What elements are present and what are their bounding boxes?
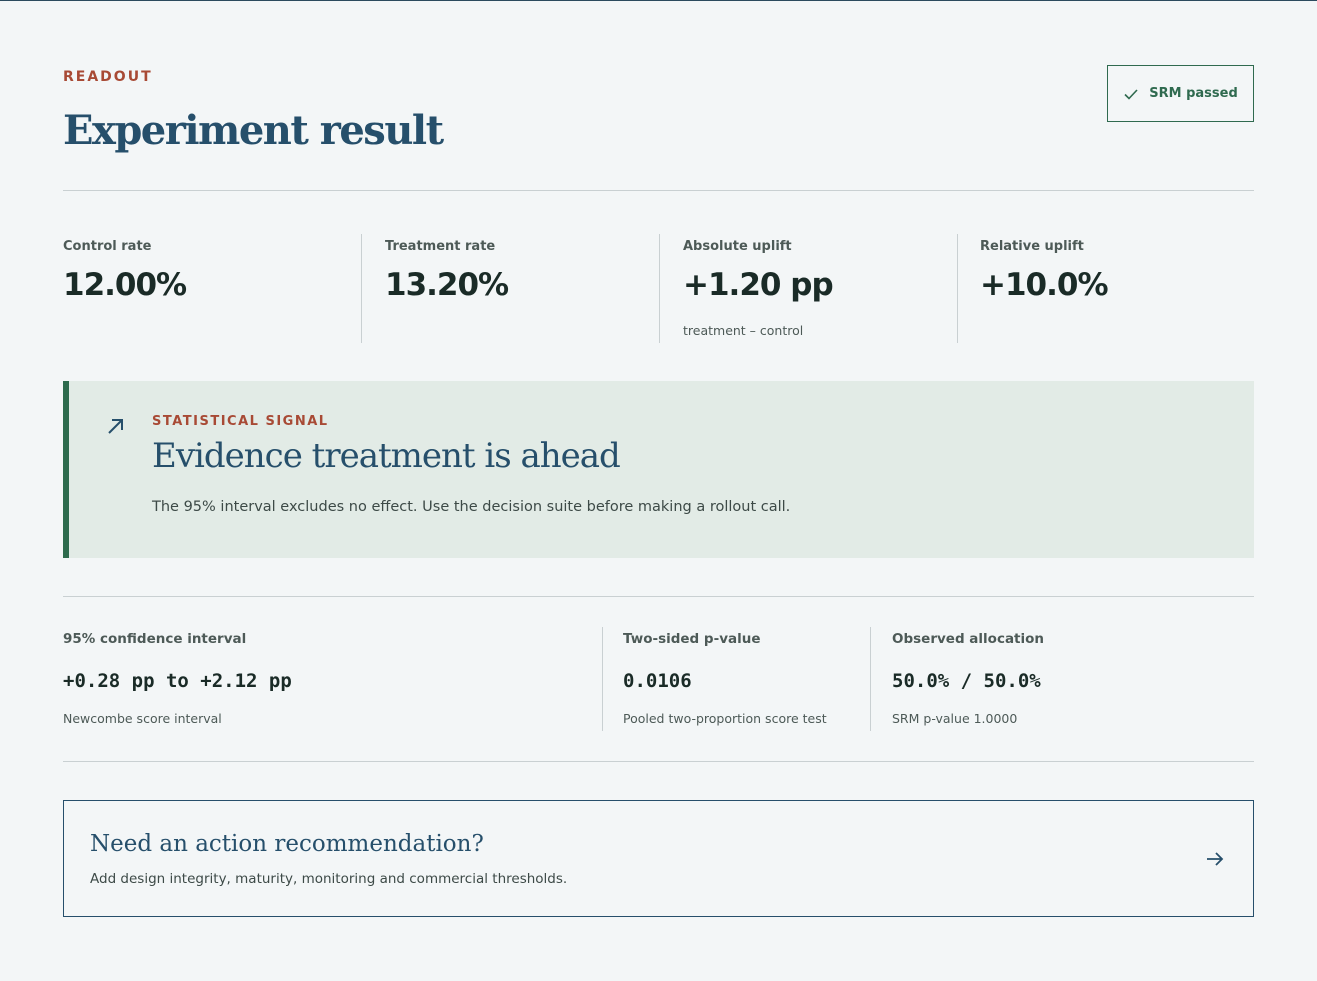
metric-value: 12.00%: [63, 267, 187, 303]
statistical-signal-callout: STATISTICAL SIGNAL Evidence treatment is…: [63, 381, 1254, 558]
stat-value: +0.28 pp to +2.12 pp: [63, 670, 292, 692]
stat-divider: [602, 627, 603, 731]
metric-absolute-uplift: Absolute uplift +1.20 pp treatment – con…: [683, 234, 943, 343]
arrow-up-right-icon: [108, 419, 123, 434]
signal-eyebrow: STATISTICAL SIGNAL: [152, 414, 329, 429]
metric-treatment-rate: Treatment rate 13.20%: [385, 234, 645, 343]
metric-divider: [659, 234, 660, 343]
metric-note: treatment – control: [683, 323, 804, 338]
metric-value: 13.20%: [385, 267, 509, 303]
divider: [63, 761, 1254, 762]
stat-note: Pooled two-proportion score test: [623, 711, 827, 726]
arrow-right-icon: [1207, 852, 1224, 866]
stat-value: 50.0% / 50.0%: [892, 670, 1041, 692]
srm-status-label: SRM passed: [1149, 86, 1238, 101]
stat-value: 0.0106: [623, 670, 692, 692]
metric-value: +1.20 pp: [683, 267, 834, 303]
stat-note: SRM p-value 1.0000: [892, 711, 1018, 726]
cta-body: Add design integrity, maturity, monitori…: [90, 871, 568, 887]
divider: [63, 596, 1254, 597]
stat-label: 95% confidence interval: [63, 631, 247, 647]
stat-confidence-interval: 95% confidence interval +0.28 pp to +2.1…: [63, 627, 583, 731]
page-title: Experiment result: [63, 107, 444, 154]
metric-control-rate: Control rate 12.00%: [63, 234, 353, 343]
metric-value: +10.0%: [980, 267, 1109, 303]
metric-divider: [957, 234, 958, 343]
metric-label: Absolute uplift: [683, 239, 792, 254]
divider: [63, 190, 1254, 191]
metric-divider: [361, 234, 362, 343]
cta-title: Need an action recommendation?: [90, 831, 484, 857]
stat-divider: [870, 627, 871, 731]
stat-p-value: Two-sided p-value 0.0106 Pooled two-prop…: [623, 627, 863, 731]
srm-status-badge: SRM passed: [1107, 65, 1254, 122]
eyebrow-readout: READOUT: [63, 69, 153, 85]
action-recommendation-link[interactable]: Need an action recommendation? Add desig…: [63, 800, 1254, 917]
stat-note: Newcombe score interval: [63, 711, 222, 726]
metric-relative-uplift: Relative uplift +10.0%: [980, 234, 1250, 343]
stat-observed-allocation: Observed allocation 50.0% / 50.0% SRM p-…: [892, 627, 1232, 731]
signal-title: Evidence treatment is ahead: [152, 436, 621, 476]
stat-label: Observed allocation: [892, 631, 1045, 647]
metric-label: Control rate: [63, 239, 152, 254]
metric-label: Treatment rate: [385, 239, 496, 254]
check-icon: [1124, 88, 1138, 100]
stat-label: Two-sided p-value: [623, 631, 761, 647]
metric-label: Relative uplift: [980, 239, 1084, 254]
signal-body: The 95% interval excludes no effect. Use…: [152, 499, 791, 515]
